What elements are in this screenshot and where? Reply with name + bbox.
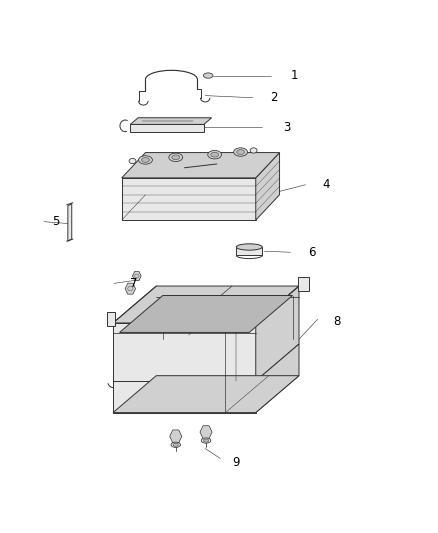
Polygon shape [298, 277, 308, 292]
Polygon shape [256, 152, 279, 220]
Text: 5: 5 [53, 215, 60, 228]
Polygon shape [131, 124, 204, 132]
Ellipse shape [169, 153, 183, 161]
Text: 3: 3 [283, 121, 290, 134]
Polygon shape [236, 247, 262, 255]
Polygon shape [256, 344, 299, 413]
Text: 9: 9 [232, 456, 240, 469]
Polygon shape [113, 323, 256, 381]
Polygon shape [122, 152, 279, 178]
Polygon shape [113, 381, 256, 413]
Ellipse shape [237, 150, 244, 155]
Text: 7: 7 [131, 277, 138, 290]
Text: 6: 6 [307, 246, 315, 259]
Polygon shape [113, 286, 299, 323]
Text: 8: 8 [334, 316, 341, 328]
Ellipse shape [173, 443, 178, 446]
Ellipse shape [211, 152, 219, 157]
Polygon shape [106, 312, 115, 326]
Polygon shape [256, 286, 299, 381]
Text: 4: 4 [322, 178, 329, 191]
Ellipse shape [250, 148, 257, 153]
Ellipse shape [236, 244, 262, 250]
Ellipse shape [201, 438, 211, 443]
Ellipse shape [141, 158, 149, 163]
Ellipse shape [172, 155, 180, 160]
Polygon shape [68, 204, 72, 241]
Ellipse shape [171, 442, 180, 447]
Ellipse shape [208, 150, 222, 159]
Text: 2: 2 [270, 91, 278, 104]
Polygon shape [113, 376, 299, 413]
Text: 1: 1 [290, 69, 298, 82]
Polygon shape [122, 178, 256, 220]
Polygon shape [120, 295, 293, 333]
Ellipse shape [129, 158, 136, 164]
Ellipse shape [234, 148, 247, 156]
Ellipse shape [138, 156, 152, 164]
Polygon shape [131, 118, 212, 124]
Ellipse shape [203, 439, 208, 442]
Ellipse shape [203, 73, 213, 78]
